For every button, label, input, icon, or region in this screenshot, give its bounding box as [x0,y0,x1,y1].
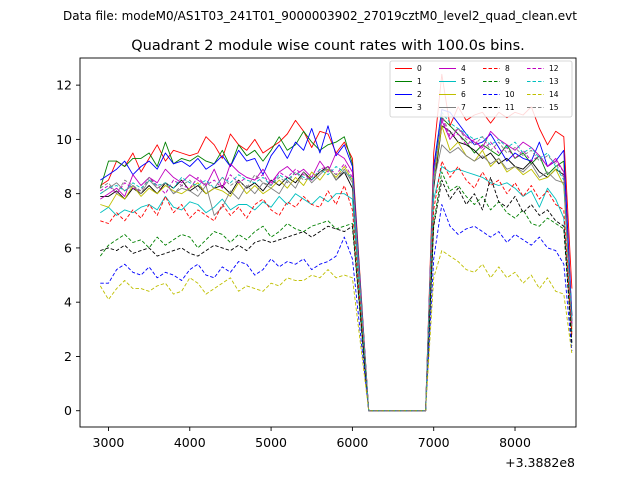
series-line-2 [100,109,573,412]
legend-label-14: 14 [549,90,559,99]
legend-label-3: 3 [417,103,422,112]
legend-label-13: 13 [549,77,559,86]
series-line-1 [99,117,573,412]
series-line-15 [100,114,573,412]
x-tick-label: 5000 [255,435,287,450]
y-tick-label: 12 [56,78,72,93]
legend-label-5: 5 [461,77,466,86]
legend-label-11: 11 [505,103,515,112]
axes-frame [79,57,577,428]
legend-box [389,60,573,118]
series-layer [99,73,573,412]
series-line-10 [100,204,573,412]
legend-label-15: 15 [549,103,559,112]
legend-label-7: 7 [461,103,466,112]
series-line-11 [100,176,573,412]
legend-label-9: 9 [505,77,510,86]
y-tick-label: 6 [64,240,72,255]
chart-title: Quadrant 2 module wise count rates with … [131,38,525,54]
legend-label-0: 0 [417,64,422,73]
series-line-13 [100,111,573,412]
x-axis: 3000 4000 5000 6000 7000 8000 [93,427,531,450]
y-axis: 0 2 4 6 8 10 12 [56,78,80,418]
series-line-8 [100,160,573,412]
legend-label-2: 2 [417,90,422,99]
y-tick-label: 2 [64,349,72,364]
series-line-14 [99,250,573,412]
legend-label-4: 4 [461,64,466,73]
y-tick-label: 8 [64,186,72,201]
x-tick-label: 4000 [174,435,206,450]
legend-label-8: 8 [505,64,510,73]
x-offset-label: +3.3882e8 [505,455,575,470]
x-tick-label: 3000 [93,435,125,450]
y-tick-label: 10 [56,132,72,147]
series-line-9 [99,171,573,412]
legend-label-10: 10 [505,90,515,99]
x-tick-label: 7000 [418,435,450,450]
x-tick-label: 6000 [336,435,368,450]
plot-area [79,57,577,428]
figure-suptitle: Data file: modeM0/AS1T03_241T01_90000039… [63,9,577,23]
legend-label-12: 12 [549,64,559,73]
series-line-4 [100,119,573,412]
legend-label-1: 1 [417,77,422,86]
y-tick-label: 0 [64,403,72,418]
y-tick-label: 4 [64,295,72,310]
x-tick-label: 8000 [499,435,531,450]
series-line-7 [100,144,573,412]
legend-label-6: 6 [461,90,466,99]
